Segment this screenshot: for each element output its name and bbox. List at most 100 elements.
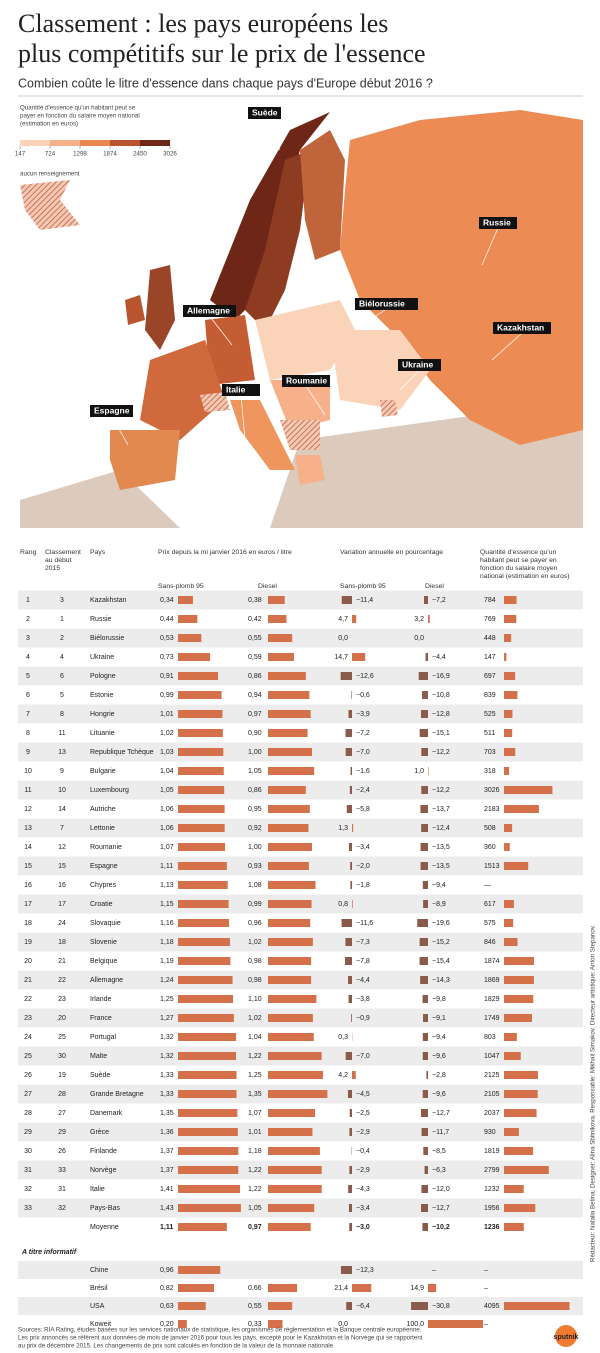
rank-2015: 28 [58, 1091, 66, 1098]
value-label: −7,2 [432, 597, 446, 604]
bar [178, 900, 229, 908]
value-label: −4,5 [356, 1091, 370, 1098]
bar [350, 881, 352, 889]
rank-2015: 21 [58, 958, 66, 965]
value-label: −12,4 [432, 825, 450, 832]
bar [268, 1109, 316, 1117]
country: Republique Tchèque [90, 749, 154, 756]
country: Autriche [90, 806, 116, 813]
value-label: 0,34 [160, 597, 174, 604]
value-label: 0,96 [160, 1267, 174, 1274]
bar [178, 995, 233, 1003]
value-label: 0,92 [248, 825, 262, 832]
country: Ukraine [90, 654, 114, 661]
value-label: −12,8 [432, 711, 450, 718]
bar [420, 843, 428, 851]
row-background [18, 1297, 583, 1315]
bar [268, 843, 312, 851]
column-header: au début [45, 557, 72, 564]
rank-2015: 6 [60, 673, 64, 680]
bar [178, 919, 230, 927]
value-label: 769 [484, 616, 496, 623]
bar [504, 786, 553, 794]
country: Pays-Bas [90, 1205, 120, 1212]
country: Hongrie [90, 711, 115, 718]
bar [349, 1223, 352, 1231]
column-header: Variation annuelle en pourcentage [340, 549, 443, 556]
bar [428, 1320, 483, 1328]
value-label: −5,8 [356, 806, 370, 813]
rank: 13 [24, 825, 32, 832]
label-box [90, 405, 133, 417]
bar [504, 672, 516, 680]
value-label: 0,0 [338, 635, 348, 642]
bar [504, 653, 507, 661]
country: Espagne [90, 863, 118, 870]
value-label: 2799 [484, 1167, 500, 1174]
value-label: 1,06 [160, 825, 174, 832]
bar [268, 767, 315, 775]
rank: 21 [24, 977, 32, 984]
bar [352, 1284, 372, 1292]
value-label: 2037 [484, 1110, 500, 1117]
bar [504, 1147, 534, 1155]
bar [422, 691, 428, 699]
country: Slovaquie [90, 920, 121, 927]
value-label: 1,32 [160, 1053, 174, 1060]
rank-2015: 3 [60, 597, 64, 604]
value-label: 1,10 [248, 996, 262, 1003]
value-label: 318 [484, 768, 496, 775]
rank-2015: 30 [58, 1053, 66, 1060]
bar [345, 729, 352, 737]
bar [178, 596, 193, 604]
value-label: 1,02 [248, 1015, 262, 1022]
bar [504, 1128, 519, 1136]
bar [350, 862, 352, 870]
value-label: 0,63 [160, 1303, 174, 1310]
rank: 24 [24, 1034, 32, 1041]
bar [341, 596, 352, 604]
bar [504, 767, 510, 775]
bar [346, 1302, 352, 1310]
rank: 12 [24, 806, 32, 813]
bar [504, 615, 517, 623]
value-label: −16,9 [432, 673, 450, 680]
rank-2015: 29 [58, 1129, 66, 1136]
bar [178, 615, 198, 623]
value-label: 0,8 [338, 901, 348, 908]
value-label: −2,4 [356, 787, 370, 794]
value-label: 525 [484, 711, 496, 718]
bar [178, 862, 227, 870]
value-label: 14,9 [410, 1285, 424, 1292]
country: Irlande [90, 996, 112, 1003]
value-label: 21,4 [334, 1285, 348, 1292]
credits: Rédacteur: Natalia Betina. Designer: Ali… [590, 925, 597, 1262]
value-label: −9,6 [432, 1053, 446, 1060]
value-label: 846 [484, 939, 496, 946]
value-label: 1,05 [248, 768, 262, 775]
bar [178, 672, 219, 680]
title-line: Classement : les pays européens les [18, 9, 388, 38]
bar [423, 900, 428, 908]
country: Norvège [90, 1167, 117, 1174]
bar [420, 805, 428, 813]
map-label: Allemagne [187, 305, 230, 315]
bar [178, 1090, 237, 1098]
value-label: −11,7 [432, 1129, 449, 1136]
country: Chine [90, 1267, 108, 1274]
value-label: 0,0 [414, 635, 424, 642]
value-label: −4,4 [356, 977, 370, 984]
bar [178, 748, 224, 756]
value-label: 1,35 [248, 1091, 262, 1098]
value-label: 1819 [484, 1148, 500, 1155]
value-label: 1047 [484, 1053, 500, 1060]
label-box [493, 322, 551, 334]
rank-2015: 7 [60, 825, 64, 832]
bar [178, 1185, 241, 1193]
rank-2015: 16 [58, 882, 66, 889]
value-label: −13,5 [432, 844, 450, 851]
country: Luxembourg [90, 787, 129, 794]
bar [268, 748, 312, 756]
rank: 8 [26, 730, 30, 737]
value-label: – [484, 1321, 488, 1328]
